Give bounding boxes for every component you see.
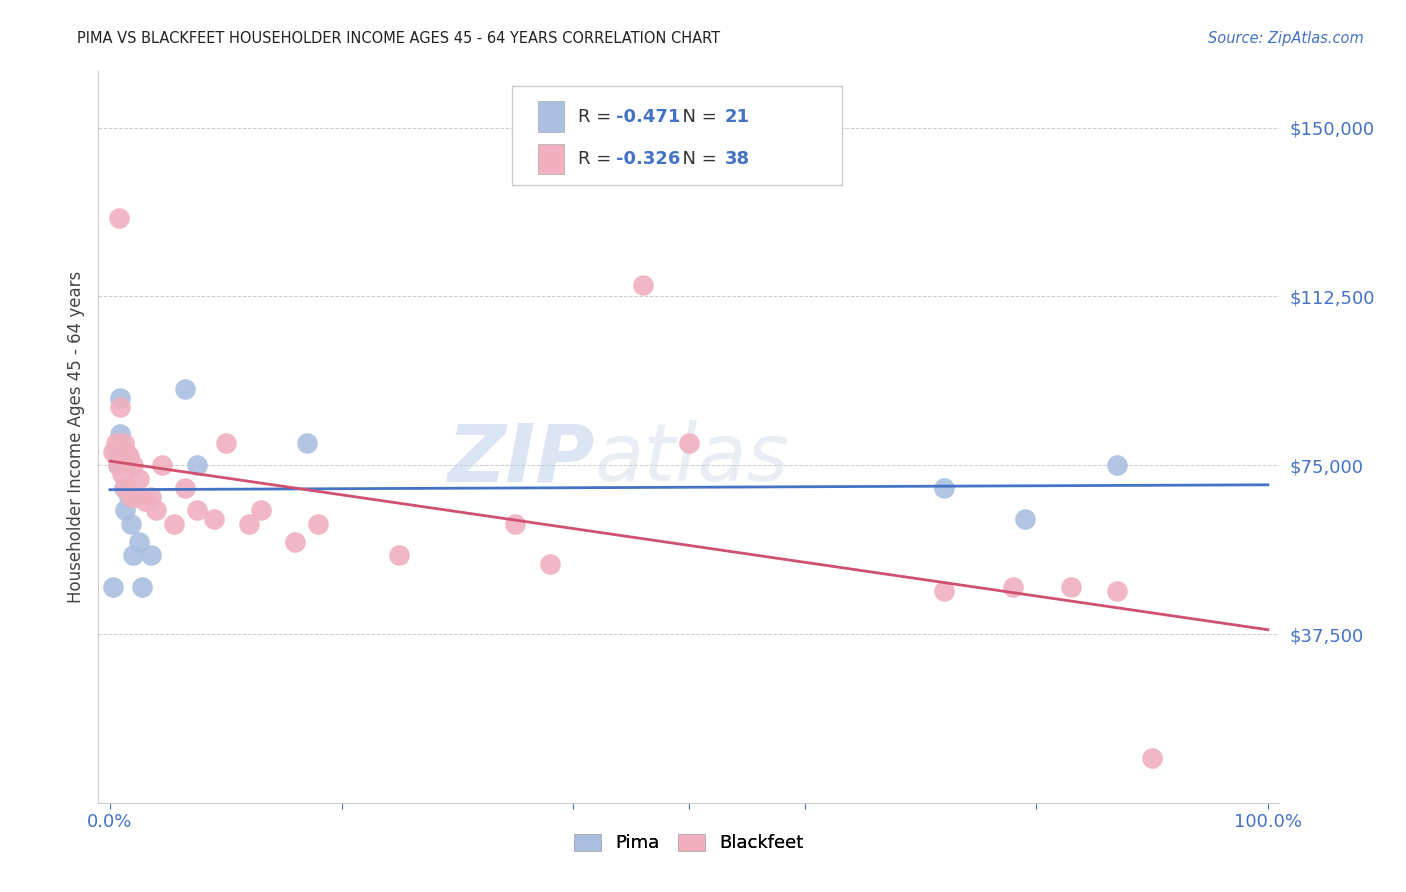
Point — [932, 584, 955, 599]
Point — [678, 435, 700, 450]
Text: 21: 21 — [724, 108, 749, 126]
Point — [538, 558, 561, 572]
Point — [108, 211, 131, 225]
Point — [1002, 580, 1025, 594]
Point — [284, 534, 307, 549]
Point — [104, 435, 127, 450]
Point — [110, 467, 132, 482]
Text: Source: ZipAtlas.com: Source: ZipAtlas.com — [1208, 31, 1364, 46]
Point — [295, 435, 318, 450]
Point — [122, 548, 145, 562]
Point — [249, 503, 271, 517]
Point — [124, 490, 146, 504]
Point — [112, 435, 135, 450]
Y-axis label: Householder Income Ages 45 - 64 years: Householder Income Ages 45 - 64 years — [66, 271, 84, 603]
Point — [186, 503, 208, 517]
Point — [1060, 580, 1083, 594]
Point — [104, 444, 127, 458]
Point — [117, 449, 139, 463]
Point — [139, 548, 162, 562]
Point — [122, 458, 145, 473]
Point — [163, 516, 186, 531]
Text: N =: N = — [671, 150, 723, 168]
Legend: Pima, Blackfeet: Pima, Blackfeet — [567, 826, 811, 860]
Point — [131, 580, 153, 594]
Text: PIMA VS BLACKFEET HOUSEHOLDER INCOME AGES 45 - 64 YEARS CORRELATION CHART: PIMA VS BLACKFEET HOUSEHOLDER INCOME AGE… — [77, 31, 720, 46]
Point — [388, 548, 411, 562]
Point — [107, 458, 129, 473]
FancyBboxPatch shape — [512, 86, 842, 185]
Point — [120, 490, 142, 504]
Point — [1140, 751, 1163, 765]
Point — [1014, 512, 1036, 526]
Point — [174, 481, 197, 495]
Point — [110, 400, 132, 414]
Text: 38: 38 — [724, 150, 749, 168]
Text: R =: R = — [578, 150, 617, 168]
Point — [1107, 584, 1129, 599]
Text: -0.326: -0.326 — [616, 150, 681, 168]
FancyBboxPatch shape — [537, 144, 564, 174]
Point — [110, 391, 132, 405]
Point — [174, 382, 197, 396]
Point — [932, 481, 955, 495]
Point — [134, 494, 156, 508]
Text: R =: R = — [578, 108, 617, 126]
Point — [117, 481, 139, 495]
Point — [111, 444, 134, 458]
Point — [112, 481, 135, 495]
Text: atlas: atlas — [595, 420, 789, 498]
Point — [503, 516, 526, 531]
Point — [114, 503, 136, 517]
Point — [103, 444, 125, 458]
Point — [186, 458, 208, 473]
Point — [103, 580, 125, 594]
Point — [117, 490, 139, 504]
Point — [107, 458, 129, 473]
Point — [110, 426, 132, 441]
Point — [128, 534, 150, 549]
Point — [307, 516, 329, 531]
Point — [114, 481, 136, 495]
Point — [1107, 458, 1129, 473]
Point — [215, 435, 238, 450]
Point — [128, 472, 150, 486]
Point — [120, 516, 142, 531]
Text: -0.471: -0.471 — [616, 108, 681, 126]
Point — [150, 458, 173, 473]
Point — [145, 503, 167, 517]
Point — [117, 449, 139, 463]
FancyBboxPatch shape — [537, 102, 564, 132]
Text: N =: N = — [671, 108, 723, 126]
Point — [631, 278, 654, 293]
Point — [139, 490, 162, 504]
Point — [115, 444, 138, 458]
Point — [238, 516, 260, 531]
Text: ZIP: ZIP — [447, 420, 595, 498]
Point — [202, 512, 225, 526]
